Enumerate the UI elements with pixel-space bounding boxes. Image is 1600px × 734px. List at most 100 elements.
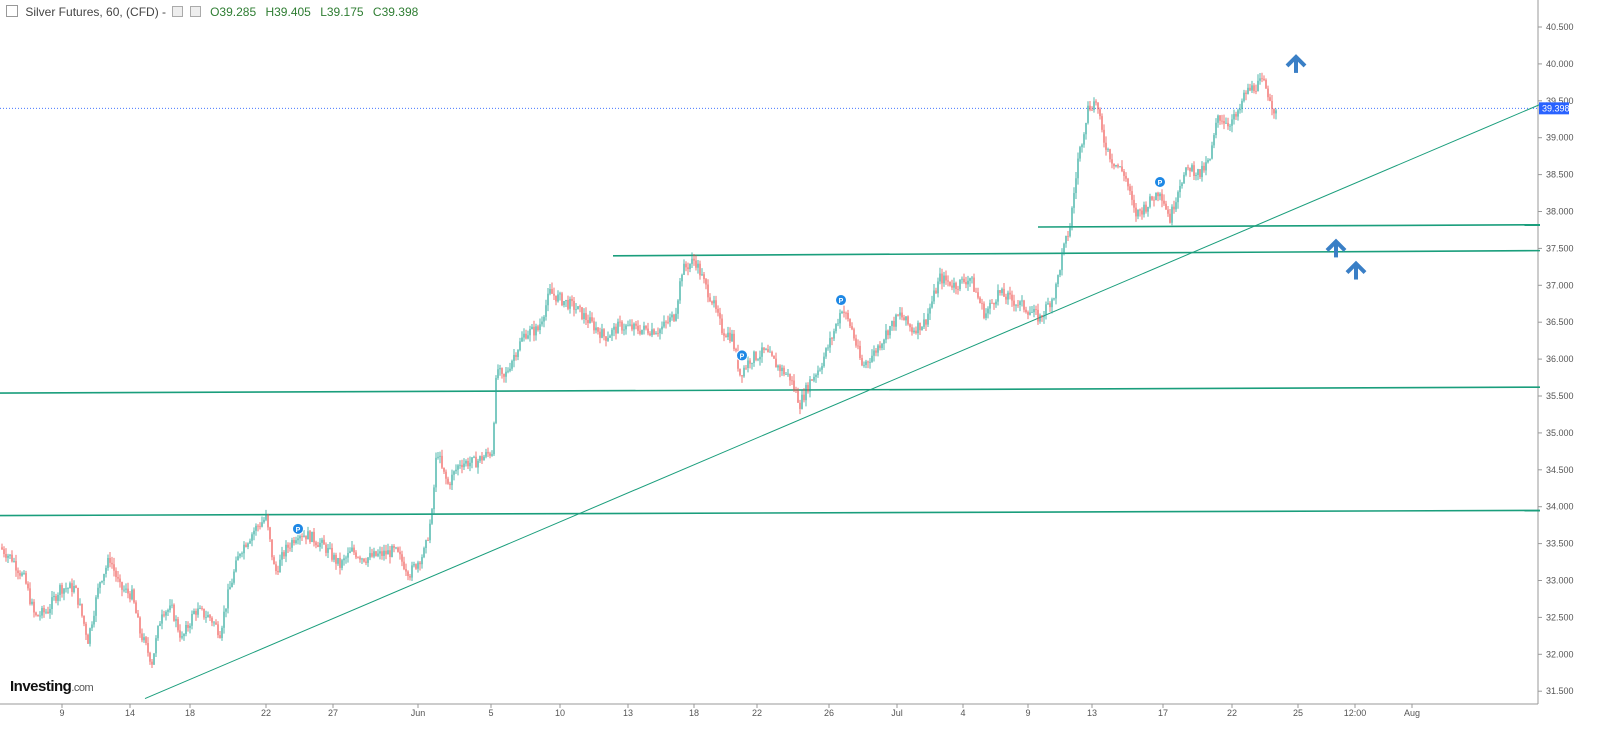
candle-body (89, 628, 91, 644)
candle-body (743, 367, 745, 377)
candle-body (1183, 174, 1185, 184)
settings-icon[interactable] (172, 6, 184, 17)
candle-body (1139, 209, 1141, 211)
candle-body (31, 601, 33, 604)
candle-body (1109, 149, 1111, 160)
candle-body (843, 311, 845, 313)
candle-body (523, 333, 525, 338)
candle-body (955, 282, 957, 289)
candle-body (953, 282, 955, 288)
up-arrow-icon (1285, 54, 1307, 68)
candle-body (379, 551, 381, 554)
candle-body (569, 298, 571, 309)
candle-body (1113, 163, 1115, 167)
candle-body (485, 452, 487, 457)
candle-body (27, 583, 29, 589)
candle-body (1053, 298, 1055, 300)
candle-body (37, 615, 39, 617)
candle-body (121, 582, 123, 590)
candle-body (63, 588, 65, 594)
candle-body (989, 302, 991, 309)
candle-body (975, 291, 977, 293)
candle-body (965, 282, 967, 285)
candle-body (1167, 209, 1169, 214)
candle-body (839, 313, 841, 324)
candle-body (1225, 122, 1227, 124)
candle-body (863, 364, 865, 366)
candle-body (503, 373, 505, 377)
candle-body (229, 587, 231, 590)
candle-body (351, 547, 353, 552)
candle-body (159, 623, 161, 626)
candle-body (411, 565, 413, 578)
candle-body (219, 635, 221, 639)
candle-body (1145, 204, 1147, 212)
candle-body (1125, 175, 1127, 179)
candle-body (113, 564, 115, 571)
candle-body (977, 292, 979, 298)
time-tick-label: 22 (261, 708, 271, 718)
candle-body (845, 312, 847, 314)
candle-body (701, 274, 703, 276)
candle-body (979, 297, 981, 304)
candle-body (445, 471, 447, 479)
candle-body (1211, 145, 1213, 159)
candle-body (473, 456, 475, 458)
candle-body (529, 329, 531, 336)
price-tick-label: 40.500 (1546, 22, 1574, 32)
candle-body (583, 313, 585, 319)
candle-body (939, 273, 941, 282)
candle-body (857, 345, 859, 347)
candle-body (695, 260, 697, 268)
candle-body (895, 314, 897, 327)
candle-body (39, 615, 41, 617)
candle-body (551, 289, 553, 294)
logo-suffix: .com (71, 682, 94, 694)
candle-body (575, 309, 577, 311)
price-tick-label: 32.000 (1546, 649, 1574, 659)
candle-body (623, 329, 625, 331)
candle-body (257, 525, 259, 527)
candle-body (567, 300, 569, 309)
trendline-layer[interactable] (0, 104, 1541, 700)
candle-body (823, 356, 825, 367)
candle-body (289, 547, 291, 549)
candle-body (307, 531, 309, 540)
candle-body (931, 301, 933, 308)
time-tick-label: Jul (891, 708, 903, 718)
candle-body (325, 544, 327, 553)
candle-body (869, 361, 871, 363)
candle-body (855, 338, 857, 346)
candle-body (545, 305, 547, 317)
event-marker-label: P (296, 527, 301, 534)
candle-body (539, 324, 541, 331)
candle-body (381, 551, 383, 556)
candle-body (243, 544, 245, 554)
candle-body (767, 349, 769, 352)
price-tick-label: 38.000 (1546, 207, 1574, 217)
candle-body (215, 622, 217, 625)
close-icon[interactable] (189, 6, 201, 17)
candle-body (841, 311, 843, 314)
candle-body (491, 454, 493, 456)
candle-body (601, 329, 603, 338)
candle-body (333, 554, 335, 560)
event-marker-icon (292, 522, 304, 535)
candle-body (935, 290, 937, 294)
candle-body (1193, 165, 1195, 176)
candle-body (985, 313, 987, 318)
candle-body (1001, 288, 1003, 293)
candle-body (673, 314, 675, 321)
menu-icon[interactable] (6, 5, 18, 17)
candle-body (181, 636, 183, 638)
candle-body (1213, 135, 1215, 146)
candle-body (59, 585, 61, 595)
candle-body (521, 337, 523, 342)
candle-body (347, 552, 349, 558)
candle-body (1025, 309, 1027, 313)
candle-body (431, 509, 433, 524)
ohlc-close: C39.398 (372, 5, 419, 19)
ohlc-high: H39.405 (265, 5, 311, 19)
